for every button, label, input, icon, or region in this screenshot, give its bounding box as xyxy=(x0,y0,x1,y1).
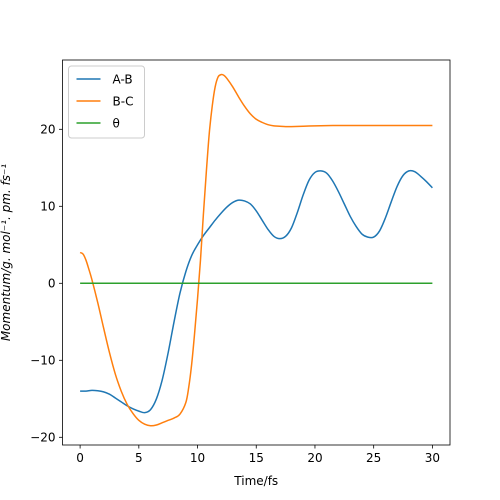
x-tick-label: 5 xyxy=(135,451,143,465)
legend: A-B B-C θ xyxy=(68,65,145,139)
legend-label: A-B xyxy=(113,73,133,87)
y-tick-label: 20 xyxy=(40,123,55,137)
x-tick-label: 0 xyxy=(76,451,84,465)
y-tick-label: −10 xyxy=(30,354,55,368)
x-axis-label: Time/fs xyxy=(233,474,278,488)
x-tick-label: 10 xyxy=(190,451,205,465)
y-axis: −20 −10 0 10 20 xyxy=(30,123,63,445)
legend-label: B-C xyxy=(113,95,134,109)
x-tick-label: 20 xyxy=(307,451,322,465)
x-tick-label: 25 xyxy=(366,451,381,465)
x-axis: 0 5 10 15 20 25 30 xyxy=(76,445,440,465)
y-tick-label: 0 xyxy=(48,277,56,291)
series-line-2 xyxy=(79,73,433,427)
legend-box xyxy=(68,65,145,139)
y-tick-label: −20 xyxy=(30,431,55,445)
legend-label: θ xyxy=(113,117,120,131)
series-layer xyxy=(79,73,433,427)
series-line-1 xyxy=(80,169,433,414)
x-tick-label: 15 xyxy=(249,451,264,465)
y-axis-label: Momentum/g. mol⁻¹. pm. fs⁻¹ xyxy=(0,164,13,342)
x-tick-label: 30 xyxy=(425,451,440,465)
y-tick-label: 10 xyxy=(40,200,55,214)
